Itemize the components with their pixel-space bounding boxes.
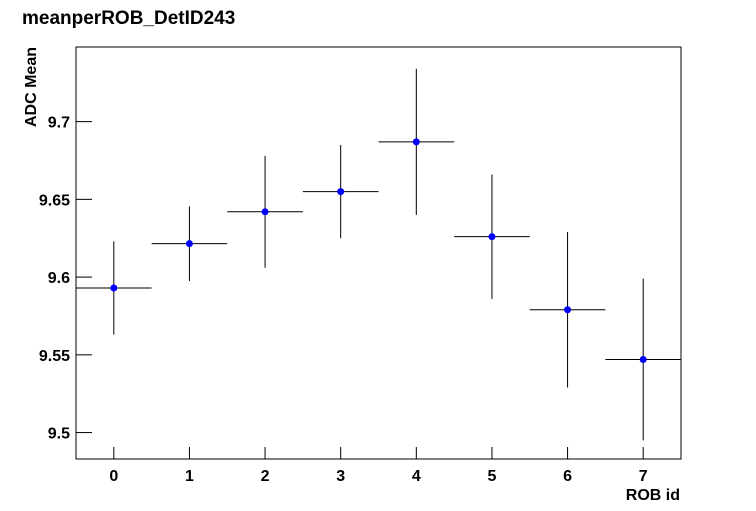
point [412,138,420,146]
point [110,284,118,292]
point [639,355,647,363]
y-tick-label: 9.6 [48,270,70,287]
point [185,240,193,248]
y-axis-label: ADC Mean [23,47,40,127]
x-tick-label: 7 [639,468,648,485]
x-tick-label: 3 [336,468,345,485]
plot-frame [75,46,682,460]
x-tick-label: 6 [563,468,572,485]
y-tick-label: 9.65 [39,192,70,209]
x-tick-label: 5 [487,468,496,485]
y-tick-label: 9.5 [48,426,70,443]
x-tick-label: 0 [109,468,118,485]
point [488,233,496,241]
point [564,306,572,314]
point [261,208,269,216]
x-tick-label: 4 [412,468,421,485]
x-tick-label: 1 [185,468,194,485]
x-tick-label: 2 [261,468,270,485]
y-tick-label: 9.7 [48,115,70,132]
chart-title: meanperROB_DetID243 [22,8,235,29]
y-tick-label: 9.55 [39,348,70,365]
point [337,188,345,196]
x-axis-label: ROB id [626,487,680,504]
